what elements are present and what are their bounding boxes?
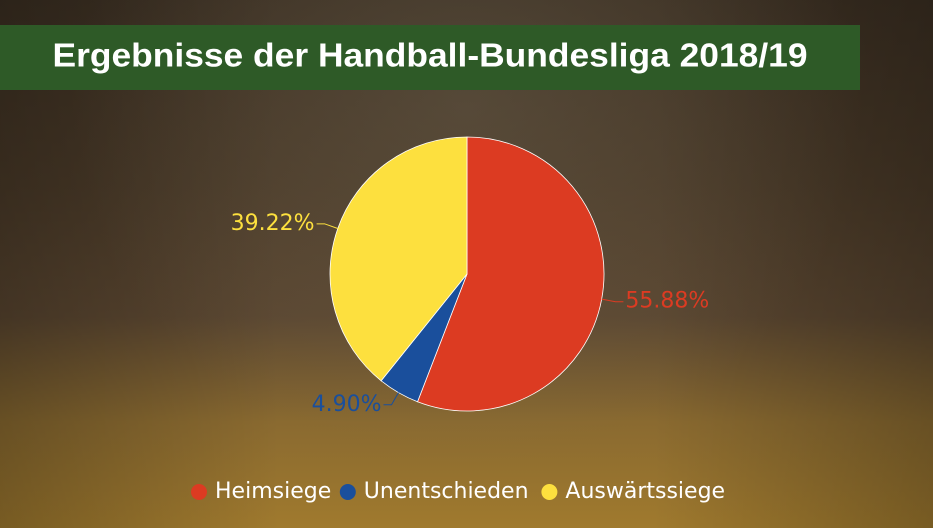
data-label: 39.22% xyxy=(231,211,315,236)
legend-marker xyxy=(339,484,356,500)
title-banner xyxy=(0,25,860,90)
leader-line xyxy=(383,392,399,406)
leader-line xyxy=(601,298,624,303)
data-label: 55.88% xyxy=(625,289,709,314)
pie-slice xyxy=(329,136,468,382)
chart-title: Ergebnisse der Handball-Bundesliga 2018/… xyxy=(53,37,808,74)
legend-label: Heimsiege xyxy=(215,479,331,504)
data-label: 4.90% xyxy=(312,392,382,417)
legend-marker xyxy=(541,484,558,500)
legend-marker xyxy=(191,484,207,500)
legend-label: Unentschieden xyxy=(364,479,529,504)
legend-label: Auswärtssiege xyxy=(565,479,725,504)
leader-line xyxy=(316,223,338,229)
